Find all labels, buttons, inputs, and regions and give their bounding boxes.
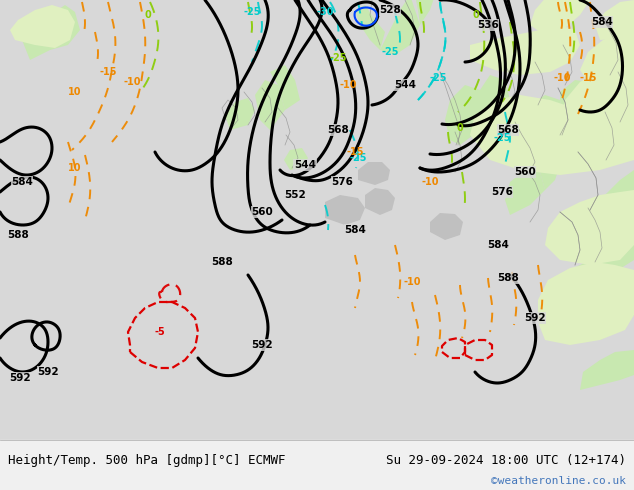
Text: 0: 0	[472, 10, 479, 20]
Text: 576: 576	[331, 177, 353, 187]
Text: -10: -10	[123, 77, 141, 87]
Text: 592: 592	[524, 313, 546, 323]
Text: 568: 568	[327, 125, 349, 135]
Polygon shape	[470, 95, 634, 175]
Polygon shape	[560, 80, 595, 120]
Text: -25: -25	[243, 7, 261, 17]
Polygon shape	[284, 148, 308, 170]
Text: 592: 592	[251, 340, 273, 350]
Text: -25: -25	[429, 73, 447, 83]
Polygon shape	[520, 95, 565, 140]
Polygon shape	[580, 30, 634, 85]
Polygon shape	[535, 145, 560, 190]
Text: 592: 592	[9, 373, 31, 383]
Text: 10: 10	[68, 163, 82, 173]
Polygon shape	[580, 350, 634, 390]
Polygon shape	[365, 188, 395, 215]
Polygon shape	[470, 25, 580, 75]
Text: 544: 544	[294, 160, 316, 170]
Text: 560: 560	[251, 207, 273, 217]
Polygon shape	[358, 162, 390, 185]
Text: Su 29-09-2024 18:00 UTC (12+174): Su 29-09-2024 18:00 UTC (12+174)	[386, 454, 626, 466]
Text: -25: -25	[381, 47, 399, 57]
Text: -30: -30	[316, 7, 333, 17]
Polygon shape	[225, 98, 255, 130]
Text: -25: -25	[329, 53, 347, 63]
Text: -10: -10	[339, 80, 357, 90]
Text: 588: 588	[211, 257, 233, 267]
Polygon shape	[380, 0, 420, 55]
Text: 560: 560	[514, 167, 536, 177]
Polygon shape	[22, 15, 65, 60]
Polygon shape	[545, 190, 634, 265]
Text: 576: 576	[491, 187, 513, 197]
Polygon shape	[530, 0, 590, 32]
Text: 584: 584	[11, 177, 33, 187]
Text: 588: 588	[7, 230, 29, 240]
Text: -10: -10	[403, 277, 421, 287]
Polygon shape	[355, 5, 385, 50]
Text: 528: 528	[379, 5, 401, 15]
Text: -5: -5	[155, 327, 165, 337]
Polygon shape	[538, 262, 634, 345]
Text: -15: -15	[579, 73, 597, 83]
Polygon shape	[255, 80, 285, 130]
Text: 0: 0	[456, 123, 463, 133]
Polygon shape	[505, 170, 545, 215]
Polygon shape	[430, 213, 463, 240]
Text: -15: -15	[100, 67, 117, 77]
Polygon shape	[592, 270, 634, 340]
Text: ©weatheronline.co.uk: ©weatheronline.co.uk	[491, 476, 626, 486]
Text: -25: -25	[493, 133, 511, 143]
Polygon shape	[480, 75, 510, 130]
Polygon shape	[445, 85, 490, 145]
Polygon shape	[10, 5, 75, 48]
Polygon shape	[415, 0, 435, 25]
Text: -15: -15	[346, 147, 364, 157]
Polygon shape	[270, 65, 300, 110]
Text: 536: 536	[477, 20, 499, 30]
Polygon shape	[570, 200, 634, 282]
Polygon shape	[562, 60, 634, 125]
Text: 592: 592	[37, 367, 59, 377]
Text: 10: 10	[68, 87, 82, 97]
Text: 588: 588	[497, 273, 519, 283]
Polygon shape	[580, 170, 634, 260]
Text: 584: 584	[487, 240, 509, 250]
Polygon shape	[595, 0, 634, 40]
Polygon shape	[595, 200, 634, 270]
Text: Height/Temp. 500 hPa [gdmp][°C] ECMWF: Height/Temp. 500 hPa [gdmp][°C] ECMWF	[8, 454, 285, 466]
Polygon shape	[45, 5, 80, 50]
Text: 544: 544	[394, 80, 416, 90]
Text: -10: -10	[421, 177, 439, 187]
Text: 584: 584	[591, 17, 613, 27]
Text: 552: 552	[284, 190, 306, 200]
Text: 568: 568	[497, 125, 519, 135]
Polygon shape	[325, 195, 365, 225]
Text: -25: -25	[349, 153, 366, 163]
Text: 0: 0	[145, 10, 152, 20]
Text: -10: -10	[553, 73, 571, 83]
Text: 584: 584	[344, 225, 366, 235]
